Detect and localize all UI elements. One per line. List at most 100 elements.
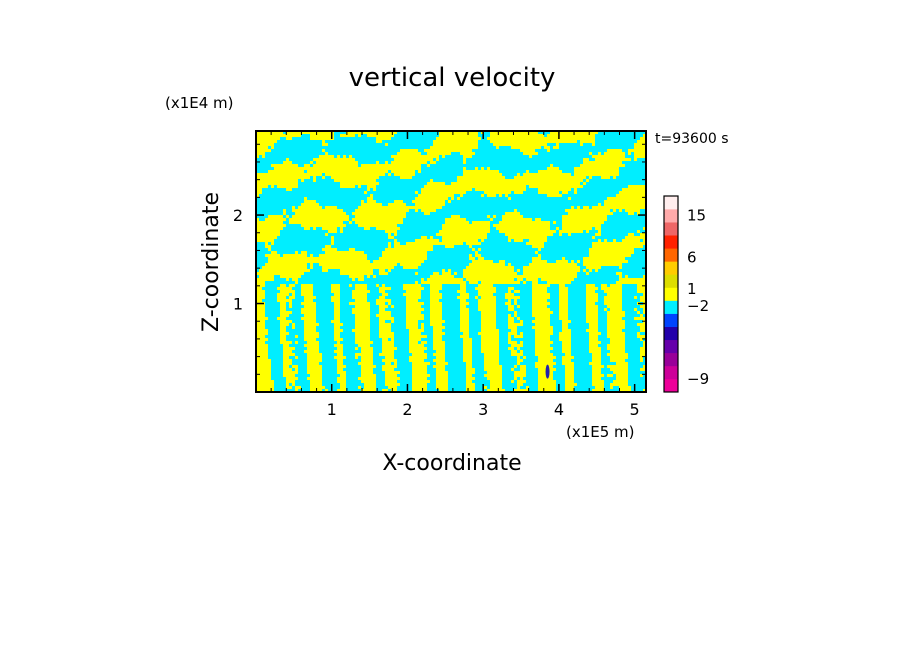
- field-cell: [298, 242, 302, 246]
- field-cell: [427, 164, 431, 168]
- field-cell: [574, 131, 578, 135]
- field-cell: [271, 194, 275, 198]
- field-cell: [517, 185, 521, 189]
- field-cell: [451, 140, 455, 144]
- field-cell: [304, 155, 308, 159]
- field-cell: [553, 191, 557, 195]
- field-cell: [358, 179, 362, 183]
- field-cell: [484, 164, 488, 168]
- field-cell: [373, 182, 377, 186]
- field-cell: [439, 224, 443, 228]
- field-cell: [454, 209, 458, 213]
- field-cell: [463, 179, 467, 183]
- field-cell: [331, 197, 335, 201]
- field-cell: [421, 164, 425, 168]
- field-cell: [382, 224, 386, 228]
- field-cell: [559, 236, 563, 240]
- field-cell: [469, 224, 473, 228]
- field-cell: [271, 230, 275, 234]
- field-cell: [412, 131, 416, 135]
- field-cell: [448, 212, 452, 216]
- field-cell: [601, 152, 605, 156]
- field-cell: [520, 227, 524, 231]
- field-cell: [406, 143, 410, 147]
- field-cell: [616, 140, 620, 144]
- field-cell: [547, 152, 551, 156]
- field-cell: [388, 143, 392, 147]
- field-cell: [268, 179, 272, 183]
- field-cell: [307, 227, 311, 231]
- field-cell: [445, 218, 449, 222]
- field-cell: [616, 221, 620, 225]
- field-cell: [541, 134, 545, 138]
- field-cell: [499, 176, 503, 180]
- field-cell: [466, 170, 470, 174]
- field-cell: [262, 158, 266, 162]
- field-cell: [304, 158, 308, 162]
- field-cell: [289, 191, 293, 195]
- field-cell: [481, 197, 485, 201]
- field-cell: [616, 197, 620, 201]
- field-cell: [352, 149, 356, 153]
- field-cell: [298, 140, 302, 144]
- field-cell: [274, 188, 278, 192]
- field-cell: [610, 224, 614, 228]
- field-cell: [343, 158, 347, 162]
- field-cell: [637, 224, 641, 228]
- field-cell: [580, 170, 584, 174]
- field-cell: [304, 218, 308, 222]
- field-cell: [301, 161, 305, 165]
- field-cell: [304, 149, 308, 153]
- field-cell: [607, 155, 611, 159]
- field-cell: [343, 176, 347, 180]
- field-cell: [346, 221, 350, 225]
- field-cell: [271, 233, 275, 237]
- field-cell: [475, 170, 479, 174]
- field-cell: [511, 146, 515, 150]
- field-cell: [433, 242, 437, 246]
- field-cell: [373, 140, 377, 144]
- field-cell: [454, 242, 458, 246]
- field-cell: [535, 161, 539, 165]
- field-cell: [364, 245, 368, 249]
- field-cell: [361, 161, 365, 165]
- field-cell: [466, 218, 470, 222]
- field-cell: [562, 149, 566, 153]
- field-cell: [523, 167, 527, 171]
- field-cell: [478, 188, 482, 192]
- field-cell: [334, 224, 338, 228]
- field-cell: [535, 188, 539, 192]
- field-cell: [493, 230, 497, 234]
- field-cell: [349, 239, 353, 243]
- field-cell: [400, 170, 404, 174]
- field-cell: [262, 149, 266, 153]
- field-cell: [256, 218, 260, 222]
- field-cell: [259, 134, 263, 138]
- field-cell: [481, 230, 485, 234]
- field-cell: [448, 146, 452, 150]
- field-cell: [598, 203, 602, 207]
- field-cell: [382, 158, 386, 162]
- field-cell: [349, 191, 353, 195]
- field-cell: [571, 194, 575, 198]
- field-cell: [445, 200, 449, 204]
- field-cell: [625, 179, 629, 183]
- field-cell: [496, 242, 500, 246]
- field-cell: [601, 227, 605, 231]
- field-cell: [604, 230, 608, 234]
- field-cell: [568, 194, 572, 198]
- field-cell: [259, 143, 263, 147]
- field-cell: [295, 143, 299, 147]
- field-cell: [559, 221, 563, 225]
- field-cell: [439, 206, 443, 210]
- field-cell: [367, 134, 371, 138]
- field-cell: [352, 218, 356, 222]
- field-cell: [271, 221, 275, 225]
- field-cell: [592, 221, 596, 225]
- field-cell: [403, 236, 407, 240]
- field-cell: [475, 206, 479, 210]
- field-cell: [637, 179, 641, 183]
- field-cell: [370, 137, 374, 141]
- field-cell: [280, 197, 284, 201]
- field-cell: [550, 239, 554, 243]
